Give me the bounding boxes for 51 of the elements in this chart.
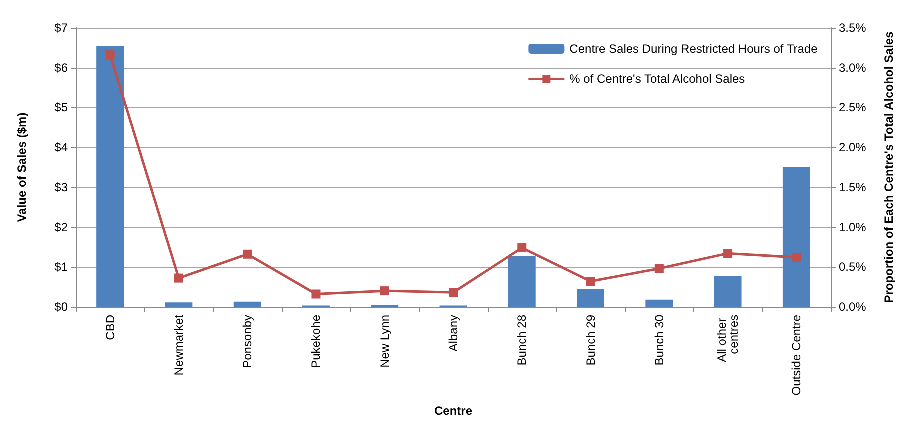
x-tick-label: New Lynn <box>378 315 392 368</box>
bar <box>646 300 674 307</box>
y-axis-title: Value of Sales ($m) <box>15 112 29 222</box>
y-tick-label: $5 <box>54 100 68 115</box>
point <box>792 253 802 262</box>
y-tick-label: $6 <box>54 60 68 75</box>
y-tick-label: $3 <box>54 180 68 194</box>
y2-tick-label: 1.5% <box>839 180 867 194</box>
point <box>449 288 458 298</box>
y2-tick-label: 2.0% <box>839 140 867 155</box>
x-tick-label: Newmarket <box>172 314 186 376</box>
y2-tick-label: 2.5% <box>839 100 867 115</box>
x-tick-label: CBD <box>103 314 118 340</box>
x-tick-label: Outside Centre <box>790 314 804 396</box>
legend-label: Centre Sales During Restricted Hours of Trade <box>570 42 818 56</box>
x-tick-label: Ponsonby <box>240 315 255 368</box>
x-tick-label: Albany <box>446 315 460 352</box>
y-tick-label: $2 <box>54 220 68 234</box>
y-tick-label: $4 <box>54 140 68 155</box>
point <box>518 244 527 253</box>
bar <box>714 276 742 307</box>
x-tick-label: All other centres <box>715 315 742 362</box>
y2-tick-label: 3.0% <box>839 60 867 75</box>
y-tick-label: $0 <box>54 300 68 314</box>
x-tick-label: Bunch 29 <box>584 314 598 366</box>
y2-tick-label: 0.5% <box>839 260 867 274</box>
y-tick-label: $7 <box>54 21 68 35</box>
bar <box>165 302 193 307</box>
point <box>312 290 321 299</box>
x-tick-label: Pukekohe <box>309 314 324 368</box>
bar <box>96 46 124 307</box>
bar <box>782 167 810 307</box>
y2-tick-label: 1.0% <box>839 220 867 234</box>
point <box>586 276 596 286</box>
x-tick-label: Bunch 28 <box>515 314 530 366</box>
y2-axis-title: Proportion of Each Centre's Total Alcohol Sales <box>882 31 896 304</box>
bar <box>577 289 604 307</box>
y2-tick-label: 3.5% <box>839 21 867 35</box>
y-tick-label: $1 <box>54 260 68 274</box>
point <box>174 274 184 283</box>
bar <box>508 256 536 307</box>
x-axis-title: Centre <box>434 404 473 418</box>
bar <box>234 302 262 307</box>
y2-tick-label: 0.0% <box>839 300 867 314</box>
legend-label: % of Centre's Total Alcohol Sales <box>570 72 746 86</box>
point <box>724 249 733 258</box>
x-tick-label: Bunch 30 <box>652 314 666 366</box>
point <box>380 286 390 296</box>
point <box>106 50 115 60</box>
point <box>243 250 252 259</box>
point <box>654 264 664 274</box>
